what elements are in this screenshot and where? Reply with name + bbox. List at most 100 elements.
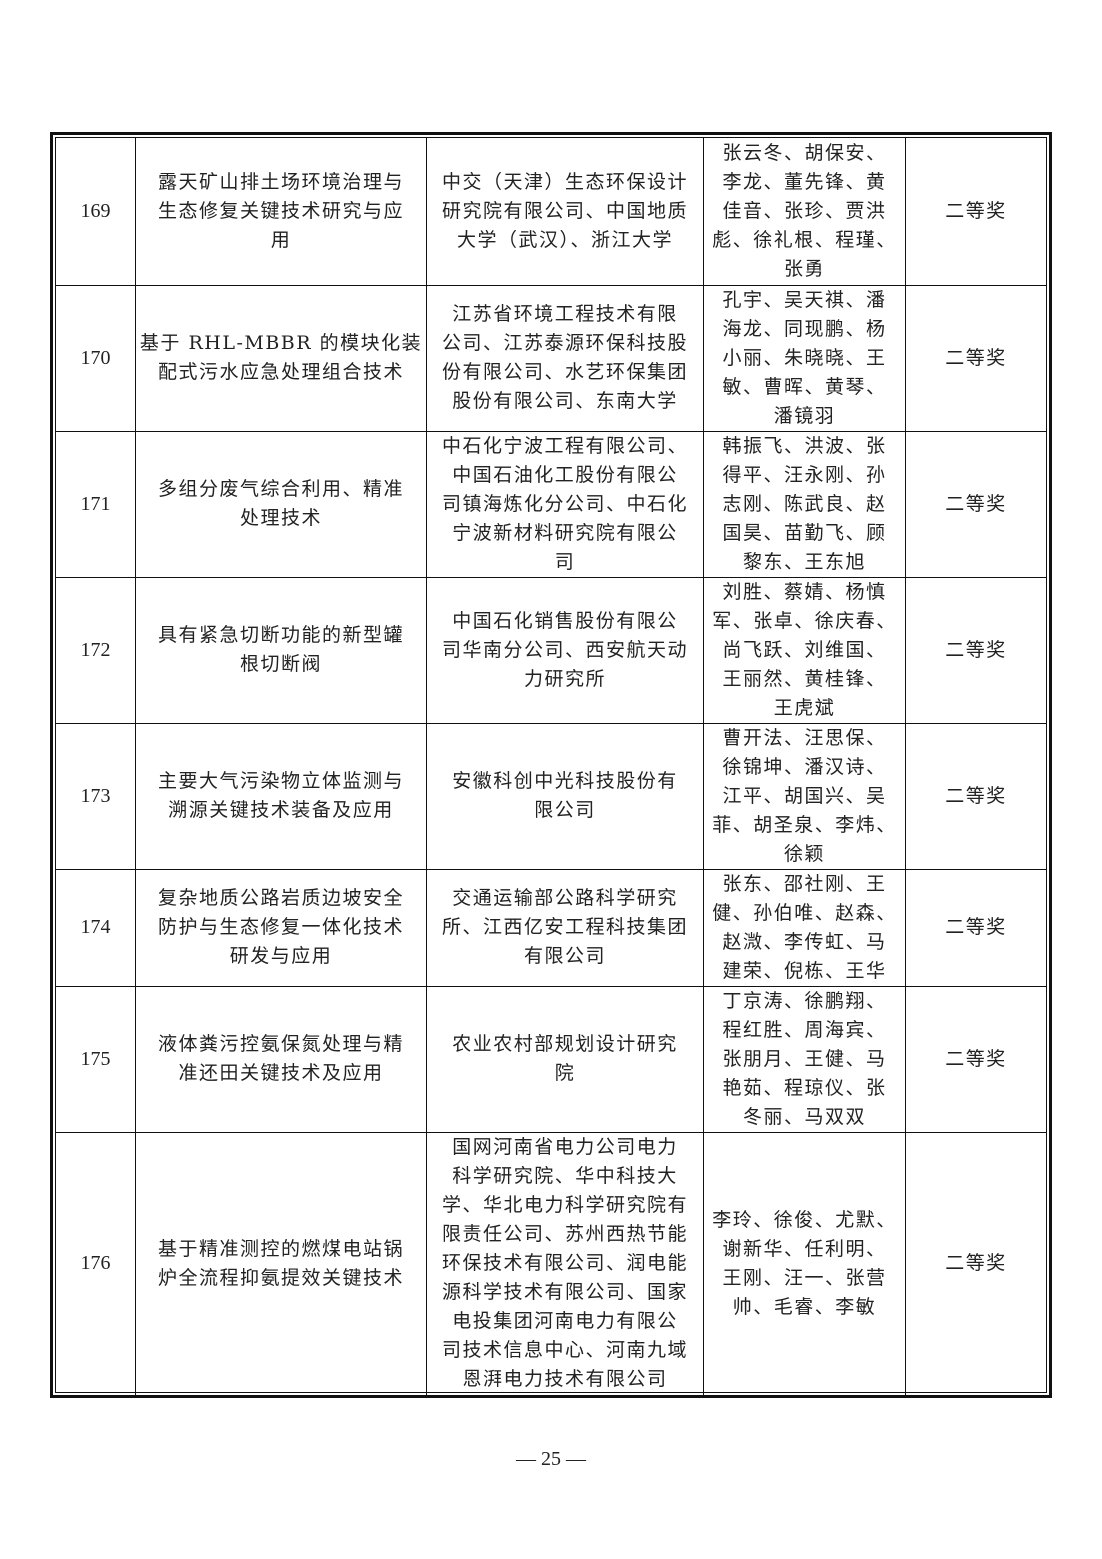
- completing-units-line: 司技术信息中心、河南九域: [441, 1339, 688, 1361]
- completing-people: 张东、邵社刚、王 健、孙伯唯、赵森、 赵溦、李传虹、马 建荣、倪栋、王华: [704, 869, 906, 986]
- project-title-line: 具有紧急切断功能的新型罐: [157, 624, 404, 646]
- completing-units-line: 司华南分公司、西安航天动: [441, 638, 688, 661]
- completing-people-line: 军、张卓、徐庆春、: [712, 609, 897, 632]
- item-number: 169: [56, 138, 136, 285]
- item-number: 176: [56, 1132, 136, 1395]
- completing-people-line: 徐颖: [783, 842, 825, 865]
- completing-people-line: 张朋月、王健、马: [722, 1047, 887, 1070]
- award-level: 二等奖: [945, 346, 1007, 369]
- award-level: 二等奖: [945, 492, 1007, 515]
- completing-units-line: 中石化宁波工程有限公司、: [441, 434, 688, 457]
- completing-people-line: 王虎斌: [773, 696, 836, 719]
- completing-people-line: 敏、曹晖、黄琴、: [722, 375, 887, 398]
- completing-people-line: 丁京涛、徐鹏翔、: [722, 989, 887, 1012]
- completing-units-line: 限公司: [534, 799, 596, 821]
- completing-people-line: 韩振飞、洪波、张: [722, 434, 887, 457]
- completing-people-line: 小丽、朱晓晓、王: [722, 346, 887, 369]
- completing-people-line: 国昊、苗勤飞、顾: [722, 521, 887, 544]
- completing-units-line: 股份有限公司、东南大学: [452, 390, 678, 412]
- project-title: 复杂地质公路岩质边坡安全 防护与生态修复一体化技术 研发与应用: [136, 869, 427, 986]
- completing-units: 安徽科创中光科技股份有 限公司: [427, 723, 704, 869]
- project-title-line: 根切断阀: [239, 653, 322, 675]
- table-row: 175 液体粪污控氨保氮处理与精 准还田关键技术及应用 农业农村部规划设计研究院丁京涛…: [56, 986, 1046, 1133]
- completing-people-line: 徐锦坤、潘汉诗、: [722, 755, 887, 778]
- project-title-line: 露天矿山排土场环境治理与: [157, 171, 404, 193]
- project-title-line: 溯源关键技术装备及应用: [168, 799, 394, 821]
- completing-people-line: 尚飞跃、刘维国、: [722, 638, 887, 661]
- table-row: 176 基于精准测控的燃煤电站锅 炉全流程抑氨提效关键技术 国网河南省电力公司电力 科学…: [56, 1132, 1046, 1395]
- project-title-line: 复杂地质公路岩质边坡安全: [157, 887, 404, 909]
- completing-units: 中国石化销售股份有限公 司华南分公司、西安航天动 力研究所: [427, 577, 704, 723]
- project-title: 露天矿山排土场环境治理与 生态修复关键技术研究与应用: [136, 138, 427, 285]
- completing-people-line: 江平、胡国兴、吴: [722, 784, 887, 807]
- completing-units-line: 学、华北电力科学研究院有: [441, 1194, 688, 1216]
- table-row: 170 基于 RHL-MBBR 的模块化装 配式污水应急处理组合技术 江苏省环境工程技…: [56, 285, 1046, 432]
- completing-units-line: 份有限公司、水艺环保集团: [441, 361, 688, 383]
- completing-people-line: 冬丽、马双双: [742, 1105, 866, 1128]
- award-level: 二等奖: [945, 638, 1007, 661]
- completing-people-line: 健、孙伯唯、赵森、: [712, 901, 897, 924]
- completing-people: 孔宇、吴天祺、潘 海龙、同现鹏、杨 小丽、朱晓晓、王 敏、曹晖、黄琴、 潘镜羽: [704, 285, 906, 431]
- completing-people-line: 曹开法、汪思保、: [722, 726, 887, 749]
- project-title-line: 基于精准测控的燃煤电站锅: [157, 1237, 404, 1260]
- item-number: 174: [56, 869, 136, 986]
- completing-units-line: 源科学技术有限公司、国家: [441, 1281, 688, 1303]
- completing-people-line: 艳茹、程琼仪、张: [722, 1076, 887, 1099]
- completing-people: 曹开法、汪思保、 徐锦坤、潘汉诗、 江平、胡国兴、吴 菲、胡圣泉、李炜、 徐颖: [704, 723, 906, 869]
- completing-people-line: 李玲、徐俊、尤默、: [712, 1208, 897, 1231]
- completing-units-line: 大学（武汉）、浙江大学: [456, 229, 673, 251]
- completing-units-line: 中国石油化工股份有限公: [452, 463, 678, 486]
- completing-units-line: 有限公司: [523, 945, 606, 967]
- completing-people-line: 赵溦、李传虹、马: [722, 930, 887, 953]
- project-title-line: 主要大气污染物立体监测与: [157, 770, 404, 792]
- project-title: 主要大气污染物立体监测与 溯源关键技术装备及应用: [136, 723, 427, 869]
- completing-units: 交通运输部公路科学研究 所、江西亿安工程科技集团 有限公司: [427, 869, 704, 986]
- completing-units: 农业农村部规划设计研究院: [427, 986, 704, 1132]
- completing-people-line: 王丽然、黄桂锋、: [722, 667, 887, 690]
- project-title: 基于精准测控的燃煤电站锅 炉全流程抑氨提效关键技术: [136, 1132, 427, 1395]
- project-title-line: 基于 RHL-MBBR 的模块化装: [139, 332, 423, 354]
- completing-people-line: 张勇: [783, 258, 825, 280]
- project-title-line: 液体粪污控氨保氮处理与精: [157, 1033, 404, 1055]
- project-title: 基于 RHL-MBBR 的模块化装 配式污水应急处理组合技术: [136, 285, 427, 431]
- project-title: 液体粪污控氨保氮处理与精 准还田关键技术及应用: [136, 986, 427, 1132]
- award-level: 二等奖: [945, 784, 1007, 807]
- completing-units: 中交（天津）生态环保设计 研究院有限公司、中国地质 大学（武汉）、浙江大学: [427, 138, 704, 285]
- completing-people-line: 建荣、倪栋、王华: [722, 959, 887, 982]
- completing-units-line: 农业农村部规划设计研究: [452, 1033, 678, 1055]
- item-number: 172: [56, 577, 136, 723]
- item-number: 171: [56, 431, 136, 577]
- completing-people-line: 张云冬、胡保安、: [722, 142, 887, 164]
- completing-units: 中石化宁波工程有限公司、 中国石油化工股份有限公 司镇海炼化分公司、中石化 宁波新材料…: [427, 431, 704, 577]
- completing-units: 江苏省环境工程技术有限 公司、江苏泰源环保科技股 份有限公司、水艺环保集团 股份有限公…: [427, 285, 704, 431]
- completing-people-line: 志刚、陈武良、赵: [722, 492, 887, 515]
- completing-units-line: 公司、江苏泰源环保科技股: [441, 332, 688, 354]
- completing-units-line: 司镇海炼化分公司、中石化: [441, 492, 688, 515]
- completing-people-line: 佳音、张珍、贾洪: [722, 200, 887, 222]
- completing-people: 张云冬、胡保安、 李龙、董先锋、黄 佳音、张珍、贾洪 彪、徐礼根、程瑾、 张勇: [704, 138, 906, 285]
- table-row: 171 多组分废气综合利用、精准 处理技术 中石化宁波工程有限公司、 中国石油化工股份有…: [56, 431, 1046, 578]
- completing-people: 李玲、徐俊、尤默、 谢新华、任利明、 王刚、汪一、张营 帅、毛睿、李敏: [704, 1132, 906, 1395]
- award-level: 二等奖: [945, 1047, 1007, 1070]
- table-row: 169 露天矿山排土场环境治理与 生态修复关键技术研究与应用中交（天津）生态环保设计…: [56, 138, 1046, 286]
- completing-units-line: 宁波新材料研究院有限公: [452, 521, 678, 544]
- completing-units-line: 司: [554, 550, 576, 573]
- project-title-line: 准还田关键技术及应用: [178, 1062, 384, 1084]
- completing-people-line: 孔宇、吴天祺、潘: [722, 288, 887, 311]
- project-title-line: 用: [270, 229, 292, 251]
- table-body: 169 露天矿山排土场环境治理与 生态修复关键技术研究与应用中交（天津）生态环保设计…: [55, 137, 1047, 1395]
- project-title-line: 多组分废气综合利用、精准: [157, 478, 404, 500]
- item-number: 175: [56, 986, 136, 1132]
- awards-table: 169 露天矿山排土场环境治理与 生态修复关键技术研究与应用中交（天津）生态环保设计…: [50, 132, 1052, 1398]
- completing-units-line: 研究院有限公司、中国地质: [441, 200, 688, 222]
- item-number: 173: [56, 723, 136, 869]
- project-title-line: 生态修复关键技术研究与应: [157, 200, 404, 222]
- completing-people-line: 张东、邵社刚、王: [722, 872, 887, 895]
- project-title: 多组分废气综合利用、精准 处理技术: [136, 431, 427, 577]
- award-level: 二等奖: [945, 916, 1007, 938]
- completing-units-line: 科学研究院、华中科技大: [452, 1165, 678, 1187]
- table-row: 173 主要大气污染物立体监测与 溯源关键技术装备及应用 安徽科创中光科技股份有 限公司…: [56, 723, 1046, 870]
- completing-people-line: 海龙、同现鹏、杨: [722, 317, 887, 340]
- completing-people-line: 程红胜、周海宾、: [722, 1018, 887, 1041]
- completing-people-line: 谢新华、任利明、: [722, 1237, 887, 1260]
